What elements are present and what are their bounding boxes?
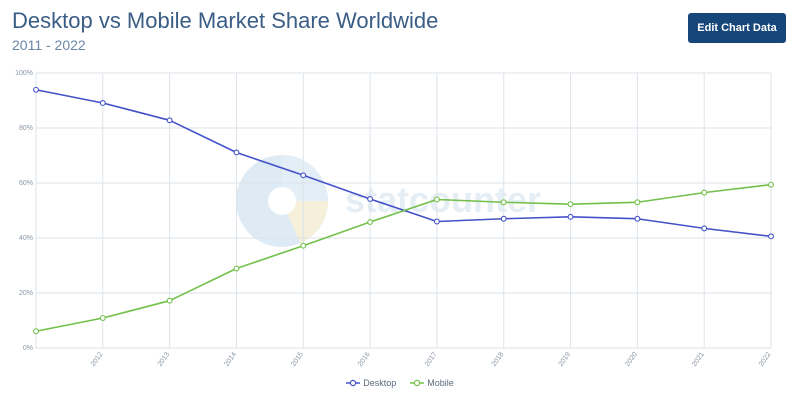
series <box>33 86 774 335</box>
y-tick-label: 0% <box>23 345 33 352</box>
x-tick-label: 2019 <box>558 351 573 368</box>
data-point-desktop[interactable] <box>567 213 574 220</box>
data-point-mobile[interactable] <box>99 315 106 321</box>
edit-chart-data-button[interactable]: Edit Chart Data <box>688 13 786 43</box>
x-tick-label: 2021 <box>691 351 706 368</box>
data-point-mobile[interactable] <box>500 199 507 206</box>
data-point-mobile[interactable] <box>701 189 708 196</box>
data-point-mobile[interactable] <box>768 181 774 188</box>
x-tick-label: 2012 <box>90 351 105 368</box>
data-point-desktop[interactable] <box>500 215 507 222</box>
y-tick-label: 80% <box>19 125 33 132</box>
x-axis: 2012 2013 2014 2015 2016 2017 2018 2019 2020 2021… <box>90 351 773 368</box>
x-tick-label: 2020 <box>624 351 639 368</box>
data-point-desktop[interactable] <box>768 233 774 240</box>
data-point-mobile[interactable] <box>33 328 39 335</box>
watermark: statcounter <box>236 155 541 247</box>
data-point-desktop[interactable] <box>300 172 307 179</box>
y-tick-label: 40% <box>19 235 33 242</box>
grid <box>35 72 772 349</box>
y-tick-label: 20% <box>19 290 33 297</box>
statcounter-logo-icon <box>236 155 328 247</box>
data-point-mobile[interactable] <box>634 199 641 206</box>
data-point-desktop[interactable] <box>99 100 106 106</box>
legend-desktop-marker-icon <box>346 379 361 387</box>
y-tick-label: 60% <box>19 180 33 187</box>
x-tick-label: 2013 <box>157 351 172 368</box>
data-point-mobile[interactable] <box>300 242 307 249</box>
data-point-mobile[interactable] <box>567 201 574 208</box>
data-point-desktop[interactable] <box>634 215 641 222</box>
chart-subtitle: 2011 - 2022 <box>12 37 86 53</box>
data-point-desktop[interactable] <box>701 225 708 232</box>
y-axis: 0% 20% 40% 60% 80% 100% <box>15 70 33 352</box>
data-point-mobile[interactable] <box>166 297 173 304</box>
x-tick-label: 2018 <box>491 351 506 368</box>
legend-desktop-label: Desktop <box>363 378 397 388</box>
chart-title: Desktop vs Mobile Market Share Worldwide <box>12 8 439 33</box>
series-line-mobile <box>35 183 772 333</box>
legend-mobile-label: Mobile <box>427 378 454 388</box>
x-tick-label: 2017 <box>424 351 439 368</box>
legend: Desktop Mobile <box>0 378 800 388</box>
data-point-desktop[interactable] <box>367 196 374 202</box>
legend-item-desktop[interactable]: Desktop <box>346 378 396 388</box>
data-point-desktop[interactable] <box>33 86 39 93</box>
data-point-mobile[interactable] <box>233 265 240 272</box>
y-tick-label: 100% <box>15 70 33 77</box>
x-tick-label: 2022 <box>758 351 773 368</box>
legend-mobile-marker-icon <box>410 379 425 387</box>
data-point-mobile[interactable] <box>433 196 440 203</box>
x-tick-label: 2016 <box>357 351 372 368</box>
data-point-mobile[interactable] <box>367 219 374 226</box>
data-point-desktop[interactable] <box>233 149 240 156</box>
x-tick-label: 2015 <box>290 351 305 368</box>
data-point-desktop[interactable] <box>166 117 173 124</box>
legend-item-mobile[interactable]: Mobile <box>410 378 454 388</box>
data-point-desktop[interactable] <box>433 218 440 225</box>
x-tick-label: 2014 <box>223 351 238 368</box>
